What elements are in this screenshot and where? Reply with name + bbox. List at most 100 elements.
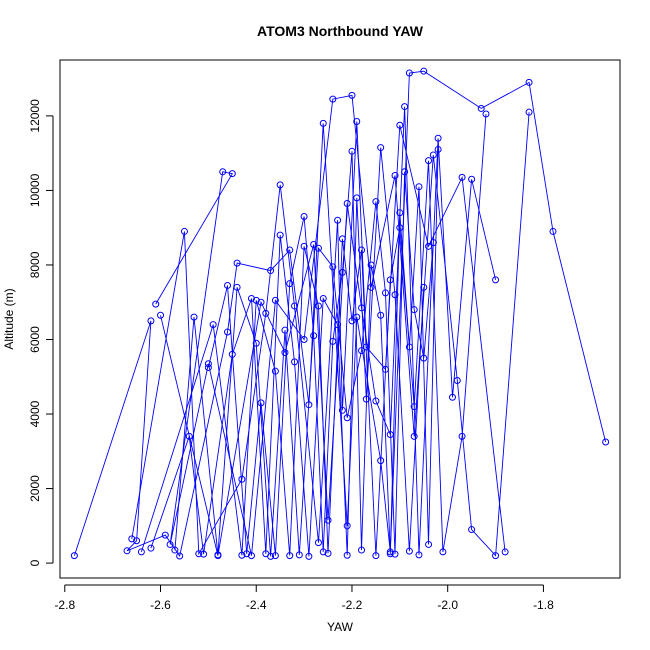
x-tick-label: -1.8 xyxy=(533,598,554,612)
data-point xyxy=(243,550,251,558)
data-point xyxy=(468,526,476,534)
data-point xyxy=(410,403,418,411)
series-line xyxy=(174,171,434,557)
data-point xyxy=(372,198,380,206)
data-point xyxy=(295,551,303,559)
data-point xyxy=(429,239,437,247)
data-point xyxy=(334,321,342,329)
data-point xyxy=(257,399,265,407)
data-point xyxy=(319,119,327,127)
data-point xyxy=(425,540,433,548)
data-point xyxy=(348,317,356,325)
data-point xyxy=(224,281,232,289)
y-tick-label: 12000 xyxy=(28,99,42,133)
data-point xyxy=(377,144,385,152)
series-6 xyxy=(171,168,437,560)
data-point xyxy=(396,224,404,232)
data-point xyxy=(391,291,399,299)
data-point xyxy=(209,321,217,329)
data-point xyxy=(271,296,279,304)
series-line xyxy=(131,121,506,556)
data-point xyxy=(358,546,366,554)
data-point xyxy=(319,548,327,556)
x-tick-label: -2.4 xyxy=(246,598,267,612)
data-point xyxy=(415,551,423,559)
data-point xyxy=(482,110,490,118)
data-point xyxy=(171,546,179,554)
data-point xyxy=(458,173,466,181)
data-point xyxy=(271,367,279,375)
data-point xyxy=(501,548,509,556)
data-point xyxy=(300,213,308,221)
data-point xyxy=(525,108,533,116)
y-tick-label: 0 xyxy=(28,559,42,566)
data-point xyxy=(420,354,428,362)
data-point xyxy=(348,91,356,99)
data-point xyxy=(367,283,375,291)
chart-title: ATOM3 Northbound YAW xyxy=(257,23,424,39)
data-point xyxy=(228,170,236,178)
data-point xyxy=(291,302,299,310)
data-point xyxy=(262,550,270,558)
data-point xyxy=(314,539,322,547)
series-line xyxy=(150,147,425,557)
data-point xyxy=(314,244,322,252)
series-line xyxy=(73,70,607,558)
data-point xyxy=(262,309,270,317)
data-point xyxy=(166,540,174,548)
y-tick-label: 2000 xyxy=(28,475,42,502)
data-point xyxy=(238,551,246,559)
x-axis-label: YAW xyxy=(327,620,354,634)
y-axis: 0 2000 4000 6000 8000 10000 12000 xyxy=(28,99,54,566)
x-tick-label: -2.0 xyxy=(437,598,458,612)
data-point xyxy=(401,103,409,111)
data-point xyxy=(343,522,351,530)
plot-frame xyxy=(59,59,621,579)
data-point xyxy=(343,414,351,422)
data-point xyxy=(276,181,284,189)
series-3 xyxy=(157,103,500,560)
y-tick-label: 6000 xyxy=(28,326,42,353)
data-point xyxy=(286,552,294,560)
data-point xyxy=(405,547,413,555)
data-point xyxy=(305,552,313,560)
data-point xyxy=(338,406,346,414)
data-point xyxy=(415,183,423,191)
data-point xyxy=(204,363,212,371)
data-point xyxy=(228,350,236,358)
data-point xyxy=(252,296,260,304)
data-point xyxy=(214,551,222,559)
data-point xyxy=(180,227,188,235)
data-point xyxy=(200,550,208,558)
data-point xyxy=(233,259,241,267)
data-point xyxy=(286,246,294,254)
data-point xyxy=(348,147,356,155)
data-point xyxy=(271,552,279,560)
data-point xyxy=(329,263,337,271)
data-point xyxy=(133,537,141,545)
series-layer xyxy=(70,67,610,560)
data-point xyxy=(161,531,169,539)
data-point xyxy=(137,548,145,556)
x-tick-label: -2.8 xyxy=(54,598,75,612)
data-point xyxy=(128,535,136,543)
data-point xyxy=(300,242,308,250)
data-point xyxy=(123,547,131,555)
data-point xyxy=(329,337,337,345)
data-point xyxy=(410,306,418,314)
data-point xyxy=(405,69,413,77)
data-point xyxy=(70,552,78,560)
data-point xyxy=(281,349,289,357)
series-5 xyxy=(204,145,442,560)
data-point xyxy=(152,300,160,308)
data-point xyxy=(372,552,380,560)
data-point xyxy=(425,157,433,165)
data-point xyxy=(329,95,337,103)
data-point xyxy=(362,395,370,403)
data-point xyxy=(338,235,346,243)
x-axis: -2.8 -2.6 -2.4 -2.2 -2.0 -1.8 xyxy=(54,584,554,612)
data-point xyxy=(338,268,346,276)
data-point xyxy=(176,552,184,560)
data-point xyxy=(391,172,399,180)
